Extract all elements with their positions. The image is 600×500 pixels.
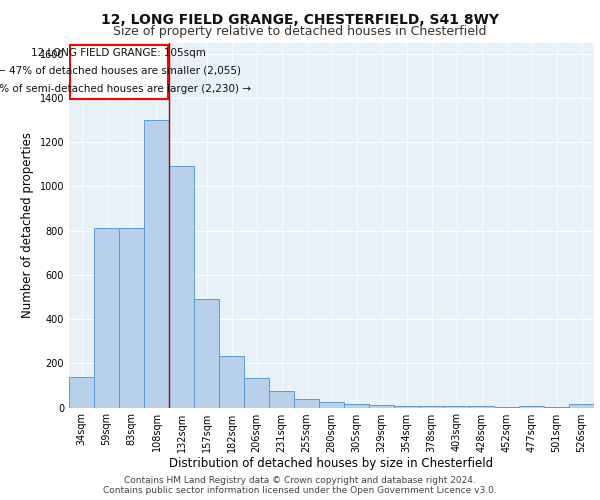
Text: Size of property relative to detached houses in Chesterfield: Size of property relative to detached ho… <box>113 25 487 38</box>
Bar <box>94 228 119 408</box>
Bar <box>369 406 394 407</box>
Bar <box>244 378 269 408</box>
Bar <box>569 404 594 407</box>
Text: ← 47% of detached houses are smaller (2,055): ← 47% of detached houses are smaller (2,… <box>0 66 241 76</box>
Bar <box>119 228 144 408</box>
Bar <box>344 404 369 407</box>
Bar <box>419 406 444 408</box>
Bar <box>469 406 494 408</box>
Bar <box>169 166 194 408</box>
Bar <box>219 356 244 408</box>
X-axis label: Distribution of detached houses by size in Chesterfield: Distribution of detached houses by size … <box>169 458 494 470</box>
Text: 12 LONG FIELD GRANGE: 105sqm: 12 LONG FIELD GRANGE: 105sqm <box>31 48 206 58</box>
Bar <box>70 44 168 99</box>
Bar <box>269 391 294 407</box>
Bar <box>519 406 544 408</box>
Bar <box>194 299 219 408</box>
Bar <box>144 120 169 408</box>
Text: 52% of semi-detached houses are larger (2,230) →: 52% of semi-detached houses are larger (… <box>0 84 251 94</box>
Text: Contains HM Land Registry data © Crown copyright and database right 2024.
Contai: Contains HM Land Registry data © Crown c… <box>103 476 497 495</box>
Bar <box>394 406 419 407</box>
Bar <box>319 402 344 407</box>
Bar <box>444 406 469 408</box>
Text: 12, LONG FIELD GRANGE, CHESTERFIELD, S41 8WY: 12, LONG FIELD GRANGE, CHESTERFIELD, S41… <box>101 12 499 26</box>
Bar <box>294 398 319 407</box>
Y-axis label: Number of detached properties: Number of detached properties <box>21 132 34 318</box>
Bar <box>69 376 94 408</box>
